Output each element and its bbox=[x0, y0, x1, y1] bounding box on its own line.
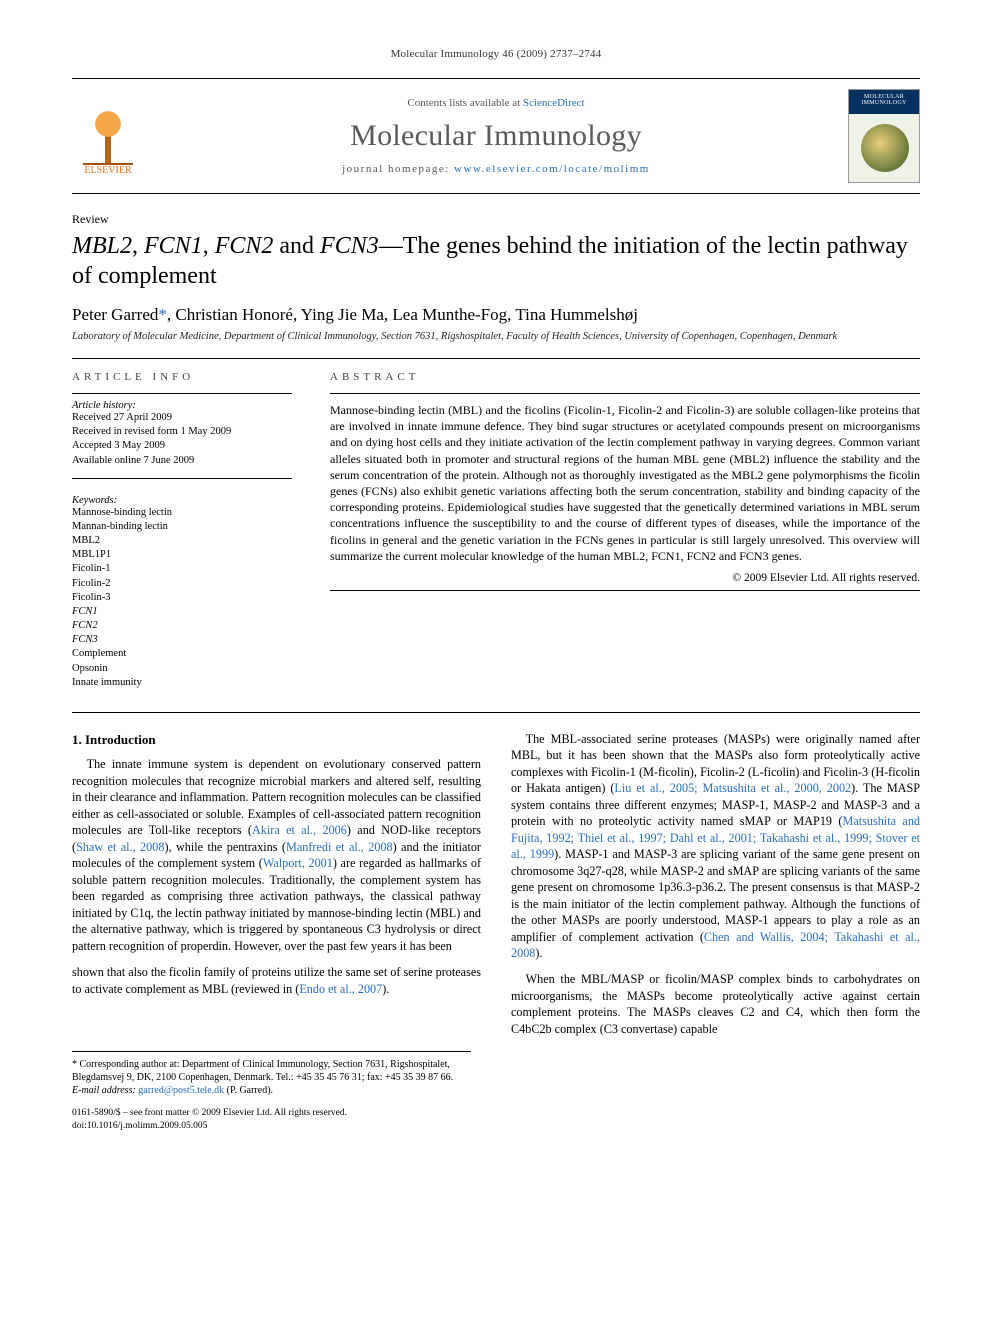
keyword-item: FCN1 bbox=[72, 605, 292, 619]
homepage-prefix: journal homepage: bbox=[342, 163, 454, 175]
journal-name: Molecular Immunology bbox=[156, 119, 836, 153]
running-head: Molecular Immunology 46 (2009) 2737–2744 bbox=[72, 48, 920, 60]
keyword-item: Mannose-binding lectin bbox=[72, 506, 292, 520]
keyword-item: Opsonin bbox=[72, 662, 292, 676]
email-link[interactable]: garred@post5.tele.dk bbox=[138, 1085, 224, 1096]
keyword-item: Ficolin-3 bbox=[72, 591, 292, 605]
body-paragraph: When the MBL/MASP or ficolin/MASP comple… bbox=[511, 971, 920, 1037]
article-title: MBL2, FCN1, FCN2 and FCN3—The genes behi… bbox=[72, 231, 920, 291]
footnote-address: * Corresponding author at: Department of… bbox=[72, 1058, 471, 1084]
publisher-logo: ELSEVIER bbox=[72, 96, 144, 176]
divider bbox=[330, 393, 920, 394]
journal-homepage-link[interactable]: www.elsevier.com/locate/molimm bbox=[454, 163, 650, 175]
issn-line: 0161-5890/$ – see front matter © 2009 El… bbox=[72, 1107, 471, 1119]
cover-art-icon bbox=[861, 124, 909, 172]
divider bbox=[72, 712, 920, 713]
divider bbox=[330, 590, 920, 591]
journal-homepage-line: journal homepage: www.elsevier.com/locat… bbox=[156, 163, 836, 175]
keywords-label: Keywords: bbox=[72, 495, 292, 506]
citation-link[interactable]: Akira et al., 2006 bbox=[252, 823, 347, 837]
authors-line: Peter Garred*, Christian Honoré, Ying Ji… bbox=[72, 305, 920, 325]
history-item: Available online 7 June 2009 bbox=[72, 454, 292, 468]
journal-cover-thumbnail: MOLECULAR IMMUNOLOGY bbox=[848, 89, 920, 183]
email-tail: (P. Garred). bbox=[224, 1085, 273, 1096]
masthead: ELSEVIER Contents lists available at Sci… bbox=[72, 78, 920, 194]
abstract-text: Mannose-binding lectin (MBL) and the fic… bbox=[330, 402, 920, 564]
keyword-item: Innate immunity bbox=[72, 676, 292, 690]
publisher-label: ELSEVIER bbox=[84, 165, 131, 176]
affiliation: Laboratory of Molecular Medicine, Depart… bbox=[72, 331, 920, 342]
history-item: Received in revised form 1 May 2009 bbox=[72, 425, 292, 439]
keyword-item: Ficolin-1 bbox=[72, 562, 292, 576]
citation-link[interactable]: Liu et al., 2005; Matsushita et al., 200… bbox=[614, 781, 851, 795]
email-label: E-mail address: bbox=[72, 1085, 138, 1096]
citation-link[interactable]: Endo et al., 2007 bbox=[299, 982, 382, 996]
citation-link[interactable]: Shaw et al., 2008 bbox=[76, 840, 164, 854]
keyword-item: FCN3 bbox=[72, 633, 292, 647]
elsevier-tree-icon bbox=[83, 110, 133, 165]
divider bbox=[72, 358, 920, 359]
title-gene-3: FCN2 bbox=[215, 233, 274, 259]
title-gene-4: FCN3 bbox=[320, 233, 379, 259]
footer-meta: 0161-5890/$ – see front matter © 2009 El… bbox=[72, 1107, 471, 1132]
title-gene-2: FCN1 bbox=[144, 233, 203, 259]
citation-link[interactable]: Walport, 2001 bbox=[263, 856, 333, 870]
doi-line: doi:10.1016/j.molimm.2009.05.005 bbox=[72, 1120, 471, 1132]
other-authors: , Christian Honoré, Ying Jie Ma, Lea Mun… bbox=[167, 305, 638, 324]
keyword-item: FCN2 bbox=[72, 619, 292, 633]
contents-prefix: Contents lists available at bbox=[407, 97, 522, 109]
cover-title: MOLECULAR IMMUNOLOGY bbox=[849, 90, 919, 106]
history-label: Article history: bbox=[72, 400, 292, 411]
keyword-item: MBL2 bbox=[72, 534, 292, 548]
keyword-item: Ficolin-2 bbox=[72, 577, 292, 591]
title-gene-1: MBL2 bbox=[72, 233, 132, 259]
history-item: Received 27 April 2009 bbox=[72, 411, 292, 425]
corresponding-author-footnote: * Corresponding author at: Department of… bbox=[72, 1051, 471, 1097]
article-info-block: ARTICLE INFO Article history: Received 2… bbox=[72, 371, 292, 690]
citation-link[interactable]: Manfredi et al., 2008 bbox=[286, 840, 393, 854]
divider bbox=[72, 393, 292, 394]
article-type: Review bbox=[72, 212, 920, 227]
abstract-heading: ABSTRACT bbox=[330, 371, 920, 383]
abstract-block: ABSTRACT Mannose-binding lectin (MBL) an… bbox=[330, 371, 920, 690]
keyword-item: Mannan-binding lectin bbox=[72, 520, 292, 534]
corresponding-author: Peter Garred bbox=[72, 305, 158, 324]
corr-marker: * bbox=[158, 305, 167, 324]
keyword-item: Complement bbox=[72, 647, 292, 661]
contents-available-line: Contents lists available at ScienceDirec… bbox=[156, 97, 836, 109]
section-heading: 1. Introduction bbox=[72, 731, 481, 749]
divider bbox=[72, 478, 292, 479]
article-info-heading: ARTICLE INFO bbox=[72, 371, 292, 383]
history-item: Accepted 3 May 2009 bbox=[72, 439, 292, 453]
sciencedirect-link[interactable]: ScienceDirect bbox=[523, 97, 585, 109]
keyword-item: MBL1P1 bbox=[72, 548, 292, 562]
copyright-line: © 2009 Elsevier Ltd. All rights reserved… bbox=[330, 572, 920, 584]
body-text: 1. Introduction The innate immune system… bbox=[72, 731, 920, 1037]
